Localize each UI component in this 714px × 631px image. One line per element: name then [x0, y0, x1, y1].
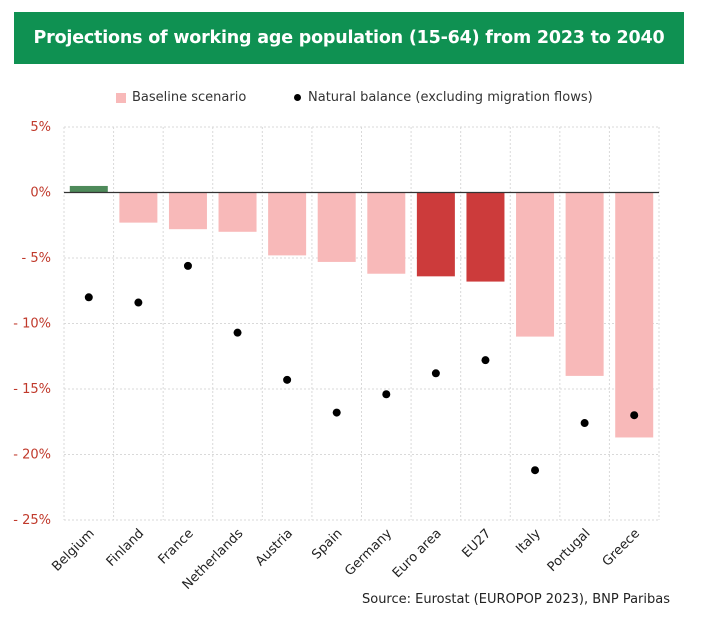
dot-france [183, 261, 192, 270]
legend-label-natural-balance: Natural balance (excluding migration flo… [308, 90, 593, 105]
x-tick-label: Belgium [49, 526, 97, 574]
dot-belgium [84, 293, 93, 302]
x-tick-label: Finland [104, 526, 147, 569]
x-tick-label: Italy [513, 526, 544, 557]
bars [69, 185, 654, 438]
legend-label-baseline: Baseline scenario [132, 90, 247, 105]
dot-greece [630, 411, 639, 420]
bar-eu27 [466, 192, 505, 282]
bar-belgium [69, 185, 108, 193]
chart-legend: Baseline scenario Natural balance (exclu… [0, 90, 714, 110]
x-tick-label: France [156, 526, 197, 567]
x-tick-label: Austria [253, 526, 296, 569]
y-tick-label: 0% [30, 186, 51, 201]
x-tick-label: Portugal [545, 526, 594, 575]
y-tick-label: - 10% [13, 317, 51, 332]
bar-euro-area [416, 192, 455, 277]
bar-austria [268, 192, 307, 256]
dot-austria [283, 375, 292, 384]
dot-germany [382, 390, 391, 399]
x-tick-label: EU27 [459, 526, 494, 561]
bar-portugal [565, 192, 604, 376]
chart-title: Projections of working age population (1… [33, 28, 665, 48]
legend-item-natural-balance: Natural balance (excluding migration flo… [294, 90, 593, 105]
dot-italy [531, 466, 540, 475]
legend-item-baseline: Baseline scenario [116, 90, 246, 105]
dot-finland [134, 298, 143, 307]
legend-dot-natural-balance [294, 94, 301, 101]
source-note: Source: Eurostat (EUROPOP 2023), BNP Par… [361, 592, 670, 607]
y-tick-labels: 5% 0% - 5% - 10% - 15% - 20% - 25% [13, 120, 51, 528]
legend-swatch-baseline [116, 92, 126, 103]
dots [84, 261, 639, 475]
dot-spain [332, 408, 341, 417]
dot-euro-area [431, 369, 440, 378]
bar-netherlands [218, 192, 257, 232]
bar-germany [367, 192, 406, 274]
bar-france [168, 192, 207, 230]
bar-italy [516, 192, 555, 337]
x-tick-label: Germany [342, 526, 395, 579]
dot-portugal [580, 419, 589, 428]
x-tick-label: Spain [309, 526, 345, 562]
y-tick-label: - 25% [13, 513, 51, 528]
dot-eu27 [481, 356, 490, 365]
dot-netherlands [233, 328, 242, 337]
y-tick-label: - 5% [22, 251, 51, 266]
y-tick-label: 5% [30, 120, 51, 135]
y-tick-label: - 15% [13, 382, 51, 397]
chart-title-bar: Projections of working age population (1… [14, 12, 684, 64]
x-tick-label: Euro area [390, 526, 445, 581]
x-tick-label: Greece [600, 526, 643, 569]
bar-finland [119, 192, 158, 223]
bar-greece [615, 192, 654, 438]
y-tick-label: - 20% [13, 448, 51, 463]
bar-spain [317, 192, 356, 262]
